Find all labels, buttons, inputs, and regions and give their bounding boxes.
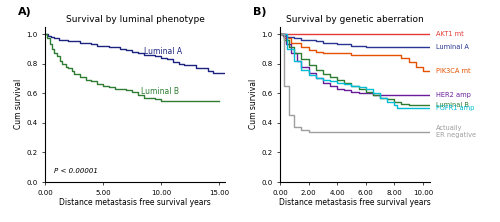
Text: P < 0.00001: P < 0.00001 — [54, 168, 98, 174]
Text: Luminal A: Luminal A — [144, 47, 182, 56]
Text: FGFR1 amp: FGFR1 amp — [436, 105, 474, 111]
Text: Luminal A: Luminal A — [436, 44, 468, 50]
Y-axis label: Cum survival: Cum survival — [250, 79, 258, 129]
Text: Actually
ER negative: Actually ER negative — [436, 125, 476, 138]
Text: B): B) — [252, 7, 266, 17]
Title: Survival by genetic aberration: Survival by genetic aberration — [286, 16, 424, 24]
Title: Survival by luminal phenotype: Survival by luminal phenotype — [66, 16, 204, 24]
Text: A): A) — [18, 7, 31, 17]
X-axis label: Distance metastasis free survival years: Distance metastasis free survival years — [279, 198, 431, 207]
Text: AKT1 mt: AKT1 mt — [436, 31, 464, 37]
Text: PIK3CA mt: PIK3CA mt — [436, 68, 470, 74]
X-axis label: Distance metastasis free survival years: Distance metastasis free survival years — [59, 198, 211, 207]
Text: Luminal B: Luminal B — [436, 102, 468, 108]
Text: HER2 amp: HER2 amp — [436, 92, 470, 98]
Y-axis label: Cum survival: Cum survival — [14, 79, 24, 129]
Text: Luminal B: Luminal B — [142, 87, 180, 96]
